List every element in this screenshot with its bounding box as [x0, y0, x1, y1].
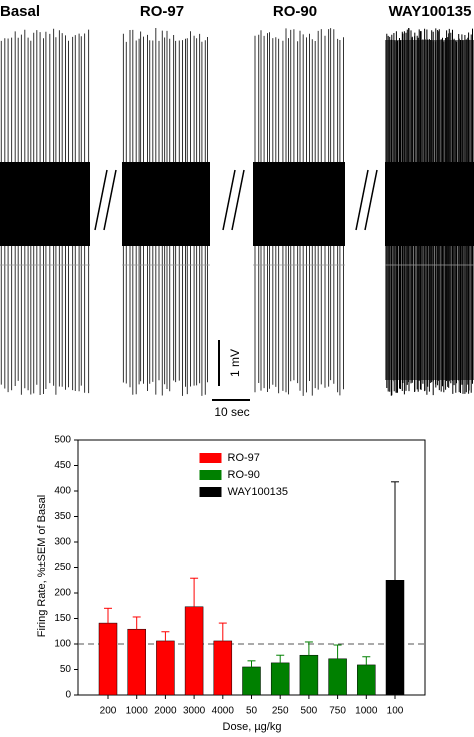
break-mark — [364, 169, 378, 231]
y-tick-label: 50 — [60, 664, 72, 675]
y-tick-label: 350 — [54, 511, 71, 522]
bar — [213, 640, 233, 696]
bar — [385, 580, 405, 696]
x-tick-label: 3000 — [183, 706, 206, 717]
y-tick-label: 500 — [54, 435, 71, 446]
y-tick-label: 400 — [54, 486, 71, 497]
legend-swatch — [199, 453, 222, 463]
bar — [156, 640, 175, 696]
x-tick-label: 2000 — [154, 706, 177, 717]
bar — [299, 654, 319, 696]
break-mark — [355, 169, 369, 231]
break-mark — [103, 169, 117, 231]
y-tick-label: 450 — [54, 460, 71, 471]
bar — [184, 606, 204, 696]
x-tick-label: 50 — [246, 706, 258, 717]
y-tick-label: 300 — [54, 537, 71, 548]
y-tick-label: 100 — [54, 639, 71, 650]
y-tick-label: 200 — [54, 588, 71, 599]
break-mark — [222, 169, 236, 231]
noise-band — [253, 162, 345, 246]
x-tick-label: 4000 — [212, 706, 235, 717]
noise-band — [122, 162, 210, 246]
x-tick-label: 1000 — [355, 706, 378, 717]
legend-swatch — [199, 470, 222, 480]
legend-label: RO-97 — [228, 452, 260, 464]
bar — [98, 622, 118, 696]
x-tick-label: 100 — [387, 706, 404, 717]
noise-band — [385, 40, 474, 380]
y-tick-label: 250 — [54, 562, 71, 573]
bar — [242, 666, 261, 696]
x-tick-label: 200 — [100, 706, 117, 717]
y-tick-label: 150 — [54, 613, 71, 624]
trace-label: RO-97 — [140, 3, 184, 20]
y-tick-label: 0 — [65, 690, 71, 701]
bar — [328, 658, 347, 696]
legend-label: RO-90 — [228, 469, 260, 481]
noise-band — [0, 162, 90, 246]
x-tick-label: 1000 — [126, 706, 149, 717]
bar — [127, 628, 146, 696]
recording-traces — [0, 28, 474, 396]
x-tick-label: 500 — [301, 706, 318, 717]
break-mark — [94, 169, 108, 231]
trace-label: RO-90 — [273, 3, 317, 20]
legend-swatch — [199, 487, 222, 497]
x-tick-label: 250 — [272, 706, 289, 717]
trace-label: WAY100135 — [389, 3, 472, 20]
y-axis-label: Firing Rate, %±SEM of Basal — [36, 495, 48, 637]
legend-label: WAY100135 — [228, 486, 289, 498]
x-axis-label: Dose, µg/kg — [223, 721, 282, 733]
trace-label: Basal — [0, 3, 40, 20]
bar — [357, 664, 376, 696]
x-tick-label: 750 — [329, 706, 346, 717]
scale-voltage-label: 1 mV — [228, 349, 242, 377]
break-mark — [231, 169, 245, 231]
bar — [270, 662, 290, 696]
scale-time-label: 10 sec — [214, 405, 249, 419]
